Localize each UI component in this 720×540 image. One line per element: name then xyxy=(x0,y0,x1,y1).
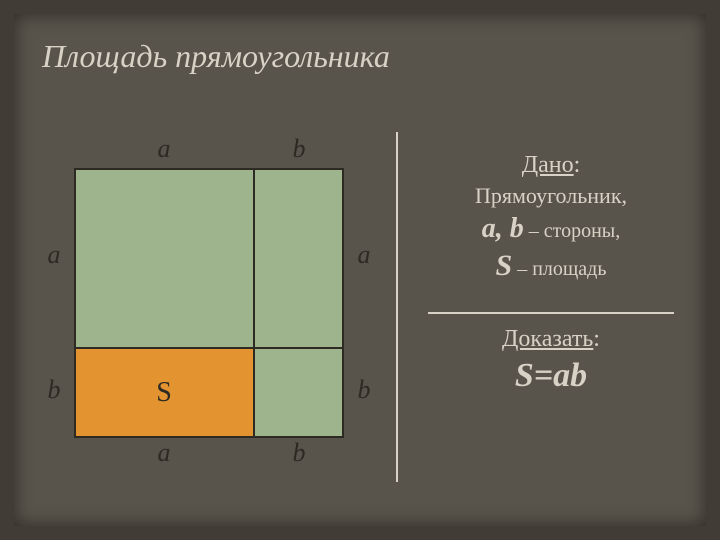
label-right-a: a xyxy=(349,240,379,270)
vertical-divider xyxy=(396,132,398,482)
label-right-b: b xyxy=(349,375,379,405)
label-bottom-a: a xyxy=(149,438,179,468)
label-left-a: a xyxy=(39,240,69,270)
label-bottom-b: b xyxy=(284,438,314,468)
prove-heading: Доказать xyxy=(502,326,593,352)
given-S-rest: – площадь xyxy=(512,258,606,280)
given-block: Дано:Прямоугольник,a, b – стороны,S – пл… xyxy=(406,152,696,283)
given-heading: Дано xyxy=(522,152,574,178)
label-left-b: b xyxy=(39,375,69,405)
horizontal-divider xyxy=(428,312,674,314)
given-S: S xyxy=(496,249,513,282)
outer-square-border xyxy=(74,168,344,438)
given-line-1: Прямоугольник, xyxy=(406,183,696,209)
label-top-b: b xyxy=(284,134,314,164)
given-ab-rest: – стороны, xyxy=(524,220,621,242)
prove-block: Доказать:S=ab xyxy=(406,326,696,395)
prove-formula: S=ab xyxy=(406,357,696,395)
label-top-a: a xyxy=(149,134,179,164)
area-diagram: Sabababab xyxy=(74,168,344,438)
page-title: Площадь прямоугольника xyxy=(42,38,390,75)
given-ab: a, b xyxy=(482,213,524,244)
